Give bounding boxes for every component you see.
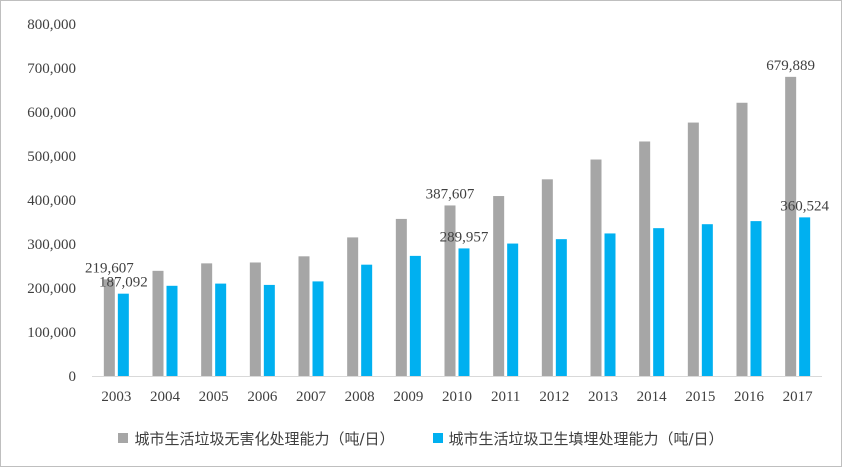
x-tick-label: 2010	[442, 389, 472, 405]
data-label: 387,607	[426, 186, 475, 202]
x-tick-label: 2011	[491, 389, 520, 405]
x-tick-label: 2005	[199, 389, 229, 405]
y-tick-label: 400,000	[27, 193, 76, 209]
bar-harmless	[736, 102, 748, 376]
x-tick-label: 2007	[296, 389, 327, 405]
x-tick-label: 2009	[393, 389, 423, 405]
bar-harmless	[493, 196, 505, 376]
y-tick-label: 0	[69, 369, 77, 385]
bar-landfill	[701, 224, 713, 376]
y-tick-label: 800,000	[27, 17, 76, 33]
legend-label-landfill: 城市生活垃圾卫生填埋处理能力（吨/日）	[448, 429, 724, 448]
legend-item-harmless: 城市生活垃圾无害化处理能力（吨/日）	[118, 428, 395, 449]
y-tick-label: 500,000	[27, 149, 76, 165]
bar-harmless	[785, 76, 797, 376]
bar-harmless	[103, 279, 115, 376]
bar-harmless	[687, 122, 699, 376]
y-tick-label: 200,000	[27, 281, 76, 297]
bar-landfill	[604, 233, 616, 376]
bar-harmless	[444, 205, 456, 376]
x-tick-label: 2014	[637, 389, 668, 405]
x-tick-label: 2015	[685, 389, 715, 405]
bar-landfill	[507, 243, 519, 376]
bar-harmless	[298, 256, 310, 376]
x-tick-label: 2006	[247, 389, 278, 405]
bar-landfill	[117, 293, 129, 376]
bar-landfill	[312, 281, 324, 376]
bar-landfill	[215, 283, 227, 376]
legend-item-landfill: 城市生活垃圾卫生填埋处理能力（吨/日）	[432, 428, 724, 449]
bar-harmless	[249, 262, 261, 376]
data-label: 679,889	[766, 58, 815, 74]
bar-landfill	[361, 264, 373, 376]
bar-harmless	[590, 159, 602, 376]
legend-swatch-landfill	[432, 433, 443, 443]
legend-label-harmless: 城市生活垃圾无害化处理能力（吨/日）	[134, 429, 395, 448]
x-tick-label: 2004	[150, 389, 181, 405]
bar-landfill	[799, 217, 811, 376]
y-tick-label: 100,000	[27, 325, 76, 341]
x-tick-label: 2013	[588, 389, 618, 405]
bar-landfill	[458, 248, 470, 376]
y-tick-label: 700,000	[27, 61, 76, 77]
bar-landfill	[166, 285, 178, 376]
legend-swatch-harmless	[118, 433, 129, 443]
bar-landfill	[653, 228, 665, 376]
data-label: 360,524	[780, 198, 829, 214]
bar-harmless	[201, 263, 213, 376]
bar-landfill	[555, 239, 567, 376]
y-tick-label: 600,000	[27, 105, 76, 121]
x-tick-label: 2016	[734, 389, 765, 405]
legend: 城市生活垃圾无害化处理能力（吨/日） 城市生活垃圾卫生填埋处理能力（吨/日）	[0, 425, 842, 451]
data-label: 289,957	[440, 229, 489, 245]
x-tick-label: 2017	[783, 389, 814, 405]
bar-harmless	[639, 141, 651, 376]
bar-harmless	[395, 218, 407, 376]
bar-landfill	[750, 221, 762, 376]
x-tick-label: 2003	[101, 389, 131, 405]
bar-harmless	[541, 179, 553, 376]
x-tick-label: 2012	[539, 389, 569, 405]
y-tick-label: 300,000	[27, 237, 76, 253]
bar-landfill	[409, 255, 421, 376]
x-tick-label: 2008	[345, 389, 375, 405]
data-label: 187,092	[99, 275, 148, 291]
bar-harmless	[347, 237, 359, 376]
bar-harmless	[152, 270, 164, 376]
data-label: 219,607	[85, 260, 134, 276]
bar-landfill	[263, 284, 275, 376]
